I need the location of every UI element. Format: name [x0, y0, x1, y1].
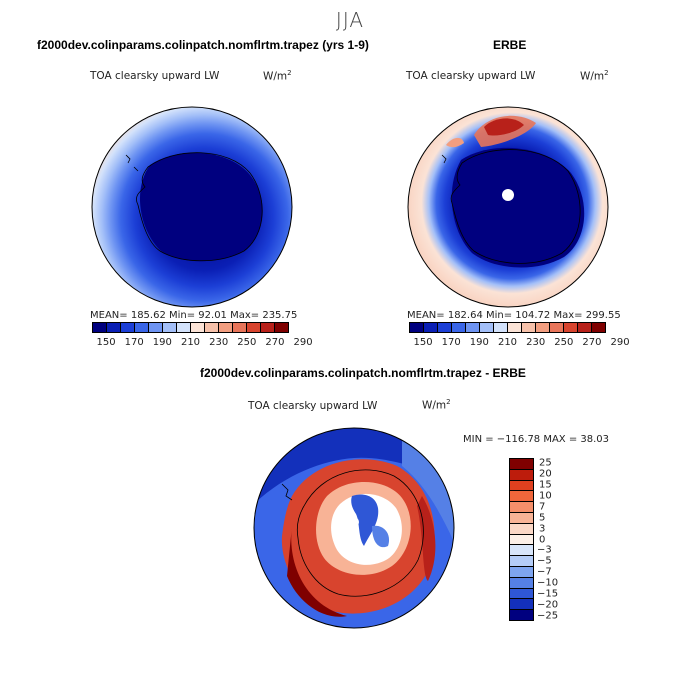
- colorbar-swatch: [219, 323, 233, 332]
- panel2-stats: MEAN= 182.64 Min= 104.72 Max= 299.55: [407, 310, 621, 321]
- colorbar-swatch: [508, 323, 522, 332]
- colorbar-swatch: [510, 556, 533, 567]
- colorbar-tick-label: 250: [554, 337, 574, 348]
- colorbar-tick-label: 10: [539, 490, 552, 502]
- colorbar-tick-label: −3: [537, 544, 552, 556]
- diff-colorbar: [509, 458, 534, 621]
- colorbar-swatch: [510, 469, 533, 481]
- colorbar-swatch: [510, 480, 533, 492]
- colorbar-tick-label: −10: [537, 577, 559, 589]
- colorbar-swatch: [410, 323, 424, 332]
- panel2-title: ERBE: [493, 38, 527, 52]
- panel1-title: f2000dev.colinparams.colinpatch.nomflrtm…: [37, 38, 369, 52]
- colorbar-tick-label: −7: [537, 566, 552, 578]
- colorbar-swatch: [564, 323, 578, 332]
- colorbar-swatch: [247, 323, 261, 332]
- colorbar-swatch: [510, 459, 533, 470]
- colorbar-swatch: [205, 323, 219, 332]
- colorbar-tick-label: 270: [265, 337, 285, 348]
- colorbar-tick-label: −20: [537, 599, 559, 611]
- colorbar-swatch: [592, 323, 605, 332]
- panel1-stats: MEAN= 185.62 Min= 92.01 Max= 235.75: [90, 310, 298, 321]
- colorbar-tick-label: 230: [209, 337, 229, 348]
- colorbar-swatch: [438, 323, 452, 332]
- colorbar-swatch: [510, 491, 533, 503]
- panel1-colorbar: [92, 322, 289, 333]
- colorbar-swatch: [163, 323, 177, 332]
- colorbar-swatch: [149, 323, 163, 332]
- diff-units: W/m2: [422, 398, 451, 412]
- colorbar-swatch: [510, 502, 533, 513]
- colorbar-swatch: [510, 588, 533, 600]
- colorbar-tick-label: 190: [469, 337, 489, 348]
- colorbar-swatch: [107, 323, 121, 332]
- colorbar-tick-label: 170: [441, 337, 461, 348]
- colorbar-swatch: [121, 323, 135, 332]
- diff-colorbar-ticks: 25 20 15 10 7 5 3 0 −3 −5 −7 −10 −15 −20 −25: [537, 457, 579, 622]
- panel2-colorbar: [409, 322, 606, 333]
- colorbar-swatch: [93, 323, 107, 332]
- diff-stats: MIN = −116.78 MAX = 38.03: [463, 434, 610, 445]
- colorbar-tick-label: −5: [537, 555, 552, 567]
- colorbar-tick-label: 290: [610, 337, 630, 348]
- colorbar-swatch: [510, 577, 533, 589]
- colorbar-tick-label: 250: [237, 337, 257, 348]
- colorbar-tick-label: 210: [497, 337, 518, 348]
- panel2-variable: TOA clearsky upward LW: [406, 70, 536, 82]
- colorbar-tick-label: 190: [152, 337, 172, 348]
- colorbar-tick-label: 230: [526, 337, 546, 348]
- colorbar-tick-label: 150: [413, 337, 433, 348]
- colorbar-tick-label: 3: [539, 523, 546, 535]
- panel2-units: W/m2: [580, 69, 609, 83]
- colorbar-swatch: [191, 323, 205, 332]
- colorbar-tick-label: 7: [539, 501, 546, 513]
- colorbar-swatch: [261, 323, 275, 332]
- colorbar-tick-label: 170: [124, 337, 144, 348]
- panel1-polar-map: [91, 106, 293, 308]
- colorbar-swatch: [578, 323, 592, 332]
- colorbar-swatch: [510, 523, 533, 535]
- colorbar-swatch: [452, 323, 466, 332]
- colorbar-swatch: [510, 534, 533, 546]
- colorbar-tick-label: 0: [539, 534, 546, 545]
- colorbar-swatch: [480, 323, 494, 332]
- colorbar-tick-label: 150: [96, 337, 116, 348]
- colorbar-swatch: [510, 545, 533, 557]
- panel1-variable: TOA clearsky upward LW: [90, 70, 220, 82]
- colorbar-swatch: [424, 323, 438, 332]
- colorbar-swatch: [510, 610, 533, 620]
- panel2-polar-map: [407, 106, 609, 308]
- panel1-units: W/m2: [263, 69, 292, 83]
- colorbar-swatch: [466, 323, 480, 332]
- colorbar-swatch: [510, 512, 533, 524]
- diff-variable: TOA clearsky upward LW: [248, 400, 378, 412]
- colorbar-swatch: [510, 566, 533, 578]
- colorbar-swatch: [522, 323, 536, 332]
- colorbar-swatch: [233, 323, 247, 332]
- colorbar-swatch: [177, 323, 191, 332]
- diff-polar-map: [253, 427, 455, 629]
- colorbar-tick-label: 15: [539, 479, 552, 491]
- colorbar-tick-label: 5: [539, 512, 546, 524]
- colorbar-tick-label: 20: [539, 468, 552, 480]
- colorbar-tick-label: 270: [582, 337, 602, 348]
- colorbar-tick-label: 25: [539, 457, 552, 469]
- season-title: JJA: [335, 8, 365, 32]
- diff-title: f2000dev.colinparams.colinpatch.nomflrtm…: [200, 366, 526, 380]
- colorbar-swatch: [135, 323, 149, 332]
- colorbar-swatch: [494, 323, 508, 332]
- colorbar-swatch: [550, 323, 564, 332]
- colorbar-swatch: [510, 599, 533, 611]
- colorbar-tick-label: −25: [537, 610, 559, 622]
- colorbar-swatch: [275, 323, 288, 332]
- colorbar-tick-label: −15: [537, 588, 559, 600]
- colorbar-tick-label: 210: [180, 337, 201, 348]
- colorbar-swatch: [536, 323, 550, 332]
- colorbar-tick-label: 290: [293, 337, 313, 348]
